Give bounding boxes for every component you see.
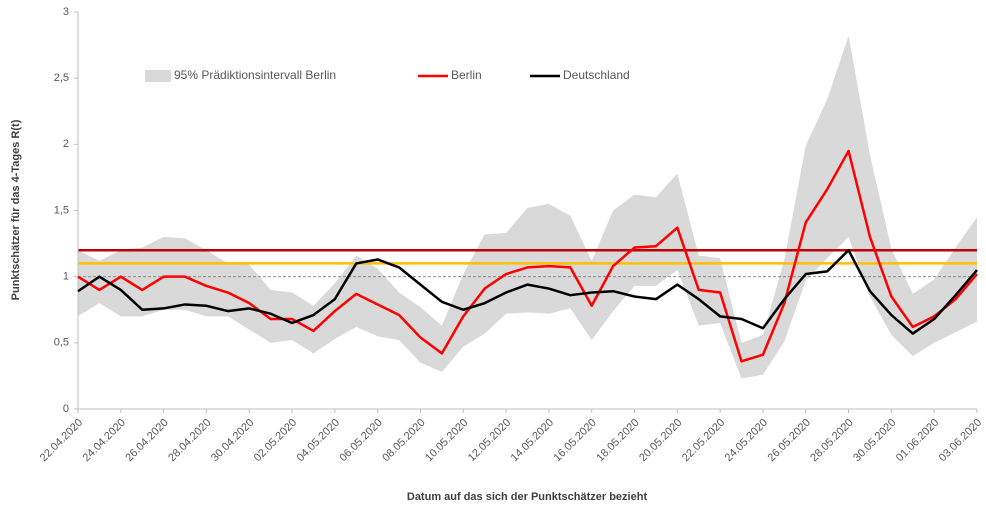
x-tick-label: 20.05.2020 — [637, 417, 684, 464]
y-tick-label: 2 — [63, 138, 69, 150]
x-tick-label: 10.05.2020 — [423, 417, 470, 464]
legend-swatch — [145, 70, 171, 82]
x-tick-label: 22.04.2020 — [38, 417, 85, 464]
x-tick-label: 28.04.2020 — [166, 417, 213, 464]
legend-label: Berlin — [451, 68, 482, 82]
y-tick-label: 2,5 — [54, 72, 69, 84]
x-tick-label: 22.05.2020 — [680, 417, 727, 464]
x-tick-label: 03.06.2020 — [937, 417, 984, 464]
x-tick-label: 06.05.2020 — [337, 417, 384, 464]
x-tick-label: 24.04.2020 — [81, 417, 128, 464]
y-tick-label: 0,5 — [54, 337, 69, 349]
x-tick-label: 14.05.2020 — [509, 417, 556, 464]
x-tick-label: 18.05.2020 — [594, 417, 641, 464]
x-tick-label: 30.05.2020 — [851, 417, 898, 464]
x-tick-label: 12.05.2020 — [466, 417, 513, 464]
y-tick-label: 1 — [63, 271, 69, 283]
x-tick-label: 01.06.2020 — [894, 417, 941, 464]
series-line — [77, 248, 978, 335]
y-tick-label: 0 — [63, 403, 69, 415]
x-tick-label: 16.05.2020 — [551, 417, 598, 464]
y-axis-label: Punktschätzer für das 4-Tages R(t) — [10, 119, 22, 300]
x-tick-label: 30.04.2020 — [209, 417, 256, 464]
x-tick-label: 02.05.2020 — [252, 417, 299, 464]
y-tick-label: 3 — [63, 6, 69, 18]
legend-label: 95% Prädiktionsintervall Berlin — [174, 68, 336, 82]
legend-label: Deutschland — [563, 68, 630, 82]
x-tick-label: 04.05.2020 — [295, 417, 342, 464]
x-tick-label: 28.05.2020 — [808, 417, 855, 464]
x-tick-label: 26.05.2020 — [766, 417, 813, 464]
x-axis-label: Datum auf das sich der Punktschätzer bez… — [407, 491, 648, 503]
x-tick-label: 26.04.2020 — [123, 417, 170, 464]
series-line — [77, 149, 978, 363]
x-tick-label: 08.05.2020 — [380, 417, 427, 464]
x-tick-label: 24.05.2020 — [723, 417, 770, 464]
prediction-band — [78, 35, 977, 379]
y-tick-label: 1,5 — [54, 204, 69, 216]
